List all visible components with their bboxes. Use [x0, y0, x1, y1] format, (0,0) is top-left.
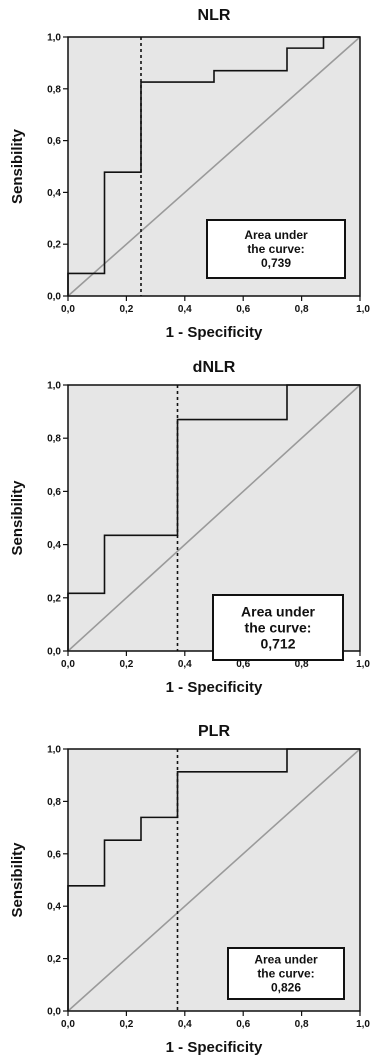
y-tick-label: 0,4	[47, 902, 61, 913]
x-tick-label: 0,6	[236, 1019, 250, 1030]
y-axis-label: Sensibility	[9, 480, 26, 556]
x-tick-label: 0,8	[295, 1019, 309, 1030]
x-axis-label: 1 - Specificity	[166, 1039, 263, 1056]
x-tick-label: 0,4	[178, 304, 192, 315]
plot-frame	[67, 36, 361, 297]
chart-panel-nlr: NLR 0,0 0,2 0,4 0,6 0,8 1,0 0,0 0,2 0,4 0,6 0,8 1,0 1…	[9, 7, 370, 341]
auc-label: Area under	[244, 228, 308, 242]
plot-frame	[67, 748, 361, 1012]
x-tick-label: 0,6	[236, 304, 250, 315]
y-tick-label: 0,0	[47, 292, 61, 303]
y-tick-label: 0,8	[47, 797, 61, 808]
roc-curve-line	[67, 384, 360, 651]
x-axis-label: 1 - Specificity	[166, 324, 263, 341]
x-axis-label: 1 - Specificity	[166, 679, 263, 696]
auc-box	[212, 594, 344, 661]
y-tick-label: 0,2	[47, 954, 61, 965]
x-tick-label: 0,2	[119, 1019, 133, 1030]
y-axis-label: Sensibility	[9, 842, 26, 918]
auc-label: the curve:	[247, 242, 304, 256]
y-tick-label: 0,6	[47, 136, 61, 147]
y-tick-label: 0,0	[47, 647, 61, 658]
y-tick-label: 0,6	[47, 849, 61, 860]
chart-panel-plr: PLR 0,0 0,2 0,4 0,6 0,8 1,0 0,0 0,2 0,4 0,6 0,8 1,0 1…	[9, 723, 370, 1056]
y-tick-label: 0,4	[47, 540, 61, 551]
y-tick-label: 0,2	[47, 240, 61, 251]
reference-diagonal-line	[67, 748, 361, 1012]
y-tick-label: 0,4	[47, 188, 61, 199]
x-tick-label: 0,8	[295, 304, 309, 315]
x-tick-label: 1,0	[356, 304, 370, 315]
x-tick-label: 0,8	[295, 659, 309, 670]
auc-box	[227, 947, 345, 1000]
chart-title: PLR	[198, 723, 230, 740]
x-tick-label: 0,0	[61, 304, 75, 315]
auc-label: Area under	[241, 604, 315, 620]
y-tick-label: 0,6	[47, 487, 61, 498]
x-tick-label: 1,0	[356, 659, 370, 670]
y-tick-label: 1,0	[47, 381, 61, 392]
x-tick-label: 0,0	[61, 1019, 75, 1030]
auc-value: 0,739	[261, 256, 291, 270]
y-tick-label: 1,0	[47, 33, 61, 44]
auc-box	[206, 219, 346, 279]
auc-label: Area under	[254, 953, 318, 967]
y-tick-label: 0,0	[47, 1007, 61, 1018]
auc-value: 0,712	[260, 636, 295, 652]
y-tick-label: 0,8	[47, 84, 61, 95]
reference-diagonal-line	[67, 36, 361, 297]
y-tick-label: 1,0	[47, 745, 61, 756]
auc-label: the curve:	[245, 620, 312, 636]
roc-curve-line	[67, 748, 360, 1011]
chart-panel-dnlr: dNLR 0,0 0,2 0,4 0,6 0,8 1,0 0,0 0,2 0,4 0,6 0,8 1,0…	[9, 359, 370, 696]
x-tick-label: 1,0	[356, 1019, 370, 1030]
reference-diagonal-line	[67, 384, 361, 652]
x-tick-label: 0,0	[61, 659, 75, 670]
y-tick-label: 0,2	[47, 593, 61, 604]
auc-value: 0,826	[271, 981, 301, 995]
x-tick-label: 0,2	[119, 659, 133, 670]
x-tick-label: 0,6	[236, 659, 250, 670]
x-tick-label: 0,4	[178, 659, 192, 670]
chart-title: NLR	[198, 7, 231, 24]
x-tick-label: 0,2	[119, 304, 133, 315]
roc-curve-line	[67, 36, 360, 296]
y-axis-label: Sensibility	[9, 128, 26, 204]
auc-label: the curve:	[257, 967, 314, 981]
chart-title: dNLR	[193, 359, 236, 376]
y-tick-label: 0,8	[47, 434, 61, 445]
x-tick-label: 0,4	[178, 1019, 192, 1030]
